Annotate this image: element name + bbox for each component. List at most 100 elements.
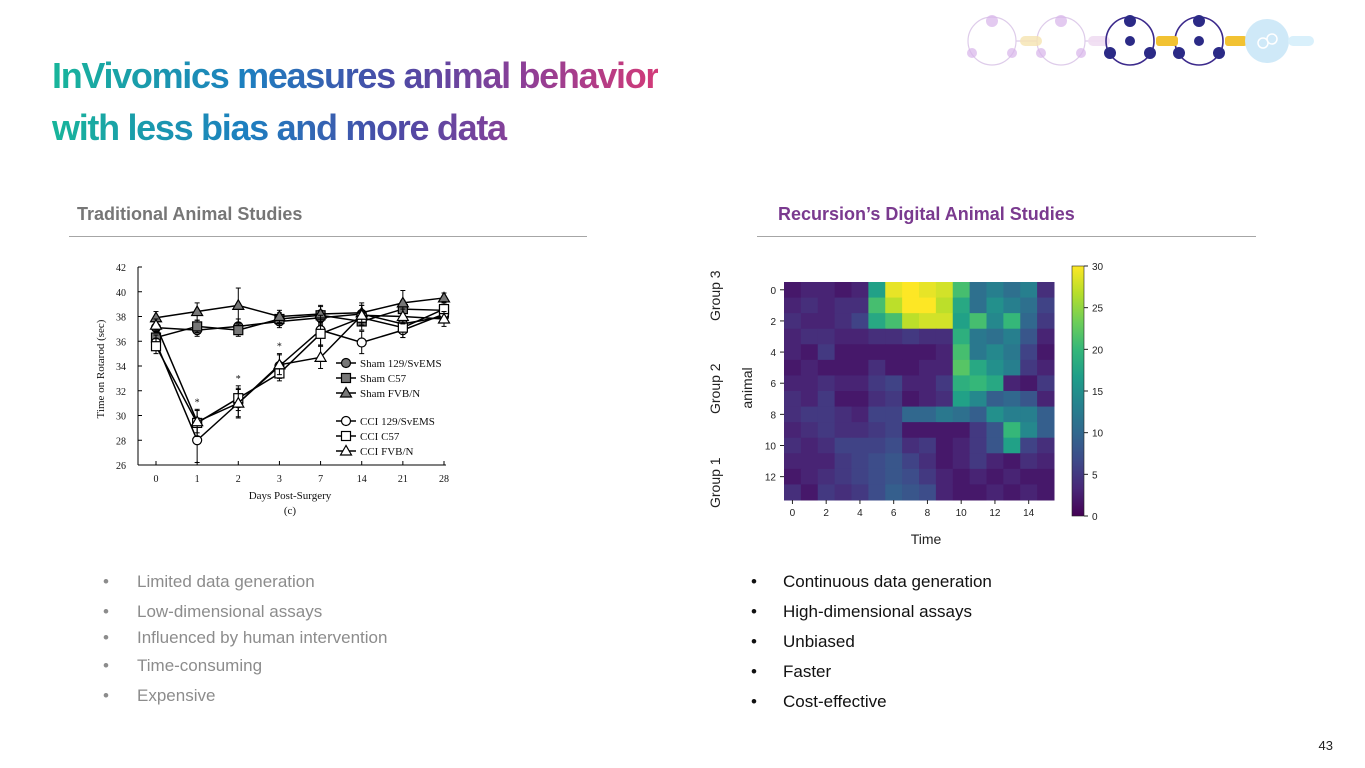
- heatmap-cell: [902, 422, 920, 439]
- bullet-marker: •: [103, 656, 109, 675]
- heatmap-cell: [952, 422, 971, 439]
- heatmap-cell: [800, 313, 819, 330]
- heatmap-cell: [935, 375, 954, 392]
- rotarod-y-tick-label: 26: [116, 461, 126, 472]
- heatmap-cell: [986, 313, 1004, 330]
- heatmap-cell: [817, 468, 836, 485]
- heatmap-cell: [851, 484, 869, 501]
- heatmap-cell: [1003, 344, 1021, 361]
- heatmap-cell: [902, 484, 920, 501]
- heatmap-cell: [952, 359, 971, 376]
- heatmap-cell: [868, 344, 886, 361]
- heatmap-cell: [851, 344, 869, 361]
- heatmap-cell: [1003, 375, 1021, 392]
- heatmap-x-axis-label: Time: [911, 531, 942, 547]
- heatmap-cell: [817, 313, 836, 330]
- heatmap-cell: [817, 453, 836, 470]
- heatmap-cell: [851, 422, 869, 439]
- heatmap-cell: [986, 297, 1004, 314]
- left-divider: [69, 236, 587, 237]
- rotarod-data-point: [396, 309, 410, 322]
- colorbar-tick-label: 30: [1092, 262, 1104, 273]
- heatmap-cell: [868, 359, 886, 376]
- heatmap-cell: [902, 437, 920, 454]
- heatmap-cell: [969, 375, 987, 392]
- bullet-marker: •: [103, 628, 109, 647]
- heatmap-cell: [952, 344, 971, 361]
- rotarod-data-point: [149, 318, 163, 330]
- heatmap-cell: [919, 484, 937, 501]
- heatmap-cell: [1037, 406, 1055, 423]
- heatmap-cell: [868, 437, 886, 454]
- heatmap-cell: [1020, 468, 1038, 485]
- heatmap-cell: [902, 282, 920, 299]
- colorbar-tick-label: 10: [1092, 429, 1104, 440]
- heatmap-cell: [834, 468, 852, 485]
- bullet-marker: •: [751, 632, 757, 651]
- heatmap-cell: [1020, 391, 1038, 408]
- heatmap-cell: [784, 468, 802, 485]
- colorbar-tick-label: 20: [1092, 345, 1104, 356]
- heatmap-cell: [902, 359, 920, 376]
- heatmap-cell: [851, 282, 869, 299]
- rotarod-data-point: [192, 435, 203, 446]
- heatmap-cell: [817, 344, 836, 361]
- heatmap-cell: [800, 406, 819, 423]
- rotarod-data-point: [190, 304, 204, 317]
- heatmap-cell: [800, 453, 819, 470]
- heatmap-x-tick-label: 6: [891, 508, 897, 519]
- behavior-heatmap: 0 2 4 6 8 10 12 14 0 2 4 6 8 10 12 0 5 10 15 20 25 30 animal…: [739, 262, 1104, 547]
- heatmap-cell: [1020, 484, 1038, 501]
- heatmap-cell: [1037, 484, 1055, 501]
- heatmap-cell: [935, 484, 954, 501]
- rotarod-line-chart: Time on Rotarod (sec) 262830323436384042…: [95, 263, 451, 517]
- rotarod-series-line: [155, 314, 445, 423]
- group-3-label: Group 3: [707, 270, 723, 321]
- heatmap-cell: [868, 422, 886, 439]
- heatmap-cell: [952, 313, 971, 330]
- heatmap-cell: [885, 375, 903, 392]
- heatmap-cell: [851, 406, 869, 423]
- right-divider: [757, 236, 1256, 237]
- heatmap-cell: [902, 406, 920, 423]
- heatmap-cell: [834, 391, 852, 408]
- heatmap-cell: [885, 391, 903, 408]
- heatmap-cell: [784, 313, 802, 330]
- rotarod-y-tick-label: 34: [116, 362, 126, 373]
- rotarod-data-point: [314, 350, 328, 362]
- heatmap-x-tick-label: 0: [790, 508, 796, 519]
- heatmap-cell: [834, 437, 852, 454]
- rotarod-data-point: [356, 337, 367, 348]
- heatmap-cell: [935, 422, 954, 439]
- heatmap-cell: [919, 359, 937, 376]
- heatmap-cell: [834, 406, 852, 423]
- rotarod-data-point: [231, 298, 245, 310]
- group-1-label: Group 1: [707, 457, 723, 508]
- rotarod-series-line: [155, 313, 445, 331]
- heatmap-cell: [1020, 375, 1038, 392]
- heatmap-cell: [1003, 422, 1021, 439]
- heatmap-cell: [851, 453, 869, 470]
- heatmap-cell: [969, 391, 987, 408]
- heatmap-cell: [935, 328, 954, 345]
- rotarod-significance-marker: *: [236, 374, 241, 385]
- bullet-marker: •: [751, 662, 757, 681]
- heatmap-cell: [969, 406, 987, 423]
- heatmap-x-tick-label: 8: [925, 508, 931, 519]
- heatmap-x-tick-label: 2: [823, 508, 829, 519]
- heatmap-cell: [868, 406, 886, 423]
- heatmap-cell: [1020, 297, 1038, 314]
- heatmap-cell: [800, 282, 819, 299]
- rotarod-data-point: [272, 309, 286, 322]
- heatmap-cell: [784, 437, 802, 454]
- heatmap-cell: [969, 437, 987, 454]
- colorbar-tick-label: 15: [1092, 387, 1104, 398]
- heatmap-cell: [902, 391, 920, 408]
- heatmap-cell: [1003, 328, 1021, 345]
- heatmap-cell: [902, 468, 920, 485]
- rotarod-legend-marker: [339, 444, 353, 456]
- bullet-text: Cost-effective: [783, 692, 887, 711]
- rotarod-y-tick-label: 38: [116, 313, 126, 324]
- rotarod-legend-label: Sham C57: [360, 373, 407, 385]
- heatmap-cell: [1020, 406, 1038, 423]
